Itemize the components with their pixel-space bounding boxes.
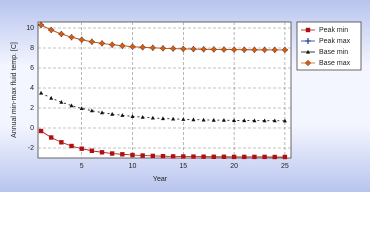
y-tick-label: -2	[28, 145, 34, 152]
marker	[271, 46, 278, 54]
marker	[230, 46, 238, 53]
chart: Year Annual min-max fluid temp. [C] -2 0 2…	[0, 0, 370, 192]
marker	[220, 46, 228, 53]
marker	[191, 154, 196, 159]
marker	[252, 118, 257, 123]
marker	[181, 117, 186, 121]
marker	[109, 41, 116, 48]
marker	[282, 118, 287, 123]
marker	[200, 46, 207, 53]
y-tick-label: 8	[30, 45, 34, 52]
marker	[109, 151, 115, 156]
marker	[130, 152, 135, 158]
marker	[241, 46, 248, 53]
marker	[129, 43, 136, 50]
marker	[305, 27, 311, 33]
marker	[169, 45, 177, 52]
marker	[48, 26, 55, 34]
marker	[140, 153, 145, 158]
marker	[159, 45, 167, 52]
marker	[68, 34, 75, 41]
marker	[69, 103, 74, 108]
marker	[221, 154, 227, 159]
y-axis-label: Annual min-max fluid temp. [C]	[11, 42, 18, 138]
marker	[89, 148, 95, 153]
marker	[201, 154, 206, 159]
marker	[78, 36, 85, 43]
marker	[49, 95, 54, 100]
marker	[201, 117, 206, 122]
marker	[261, 46, 268, 53]
marker	[149, 44, 156, 51]
marker	[79, 106, 84, 110]
x-tick-label: 5	[80, 163, 84, 170]
marker	[282, 154, 288, 160]
legend-label: Peak min	[319, 27, 348, 34]
marker	[211, 117, 216, 122]
marker	[38, 128, 44, 134]
x-axis-label: Year	[153, 176, 168, 183]
plot-area	[37, 21, 292, 159]
marker	[100, 110, 105, 115]
marker	[39, 90, 44, 95]
marker	[150, 153, 156, 159]
marker	[304, 59, 312, 67]
marker	[251, 46, 258, 53]
marker	[120, 113, 125, 117]
y-tick-label: 2	[30, 105, 34, 112]
marker	[110, 111, 115, 116]
marker	[272, 154, 277, 160]
legend-label: Base min	[319, 49, 348, 56]
marker	[89, 108, 94, 113]
marker	[262, 118, 267, 123]
marker	[130, 114, 135, 118]
marker	[99, 150, 105, 155]
marker	[306, 49, 310, 54]
marker	[120, 152, 125, 157]
legend-label: Base max	[319, 60, 351, 67]
marker	[232, 118, 237, 122]
marker	[59, 140, 64, 145]
marker	[139, 44, 146, 51]
marker	[272, 118, 277, 123]
marker	[252, 154, 257, 160]
y-tick-label: 4	[30, 85, 34, 92]
marker	[210, 46, 217, 53]
marker	[140, 115, 145, 119]
marker	[49, 135, 54, 140]
y-tick-label: 10	[26, 25, 34, 32]
marker	[305, 38, 311, 44]
marker	[170, 154, 176, 159]
marker	[281, 46, 289, 54]
marker	[180, 45, 187, 53]
marker	[262, 154, 267, 160]
marker	[242, 118, 247, 123]
x-tick-label: 10	[129, 163, 137, 170]
marker	[221, 118, 226, 122]
y-tick-label: 0	[30, 125, 34, 132]
marker	[181, 154, 186, 159]
marker	[69, 143, 74, 149]
marker	[88, 38, 96, 45]
x-tick-label: 20	[230, 163, 238, 170]
marker	[150, 115, 155, 120]
marker	[190, 45, 197, 53]
x-tick-label: 25	[281, 163, 289, 170]
marker	[59, 100, 64, 104]
marker	[160, 154, 166, 159]
marker	[58, 30, 65, 38]
marker	[242, 154, 247, 160]
x-tick-label: 15	[179, 163, 187, 170]
marker	[191, 117, 196, 122]
legend-label: Peak max	[319, 38, 351, 45]
marker	[98, 40, 106, 47]
marker	[79, 146, 84, 151]
marker	[119, 42, 126, 49]
marker	[171, 116, 176, 121]
marker	[160, 116, 165, 121]
marker	[37, 21, 45, 29]
marker	[211, 154, 216, 159]
marker	[231, 154, 237, 160]
y-tick-label: 6	[30, 65, 34, 72]
